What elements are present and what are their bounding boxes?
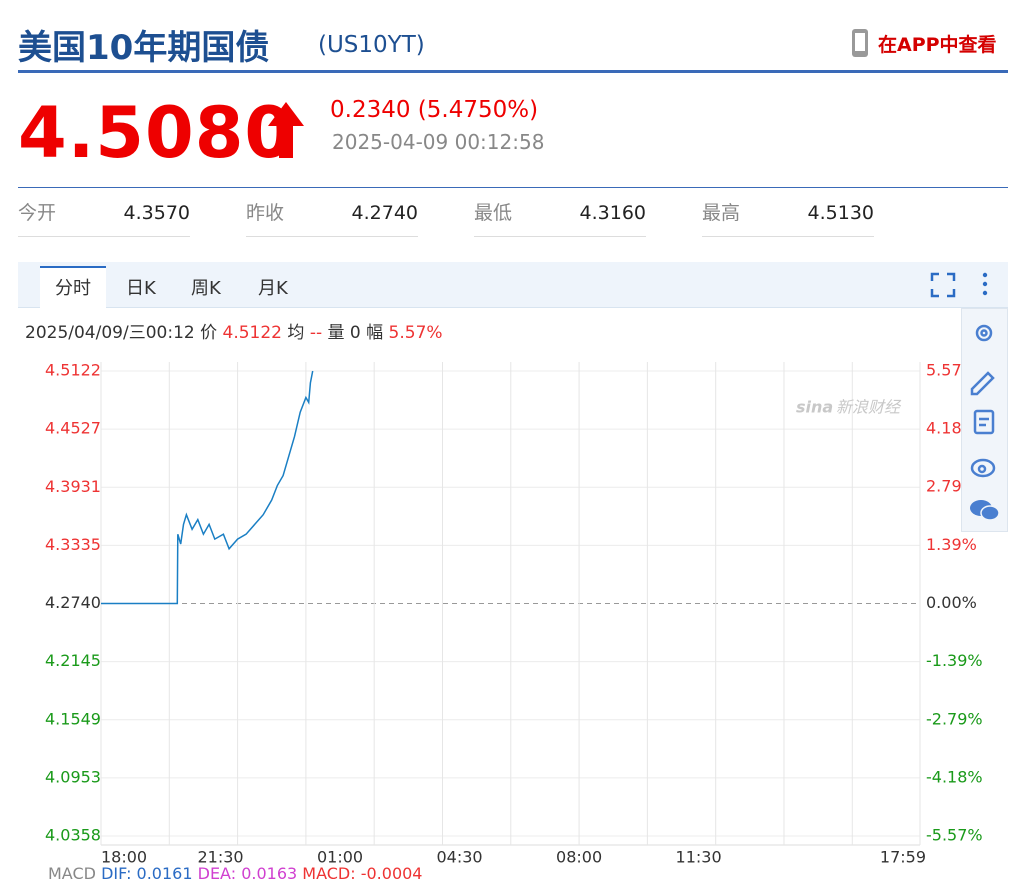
- info-price: 4.5122: [222, 323, 282, 343]
- y2-tick-label: 1.39%: [926, 535, 977, 554]
- macd-line: MACD DIF: 0.0161 DEA: 0.0163 MACD: -0.00…: [48, 864, 422, 883]
- stat: 昨收 4.2740: [246, 190, 418, 237]
- title: 美国10年期国债: [18, 28, 270, 68]
- y-tick-label: 4.0358: [45, 826, 101, 845]
- stat-value: 4.2740: [351, 202, 418, 224]
- x-tick-label: 18:00: [101, 848, 147, 867]
- x-tick-label: 11:30: [676, 848, 722, 867]
- stat-value: 4.3160: [579, 202, 646, 224]
- stat-label: 今开: [18, 202, 57, 224]
- y-tick-label: 4.0953: [45, 767, 101, 786]
- stat: 今开 4.3570: [18, 190, 190, 237]
- y2-tick-label: -2.79%: [926, 709, 983, 728]
- x-tick-label: 04:30: [437, 848, 483, 867]
- toolbar-icons[interactable]: [930, 272, 1000, 298]
- stat: 最低 4.3160: [474, 190, 646, 237]
- divider: [18, 187, 1008, 188]
- macd-dea: DEA: 0.0163: [197, 864, 298, 883]
- info-label: 价: [200, 323, 218, 343]
- y-tick-label: 4.5122: [45, 361, 101, 380]
- price: 4.5080: [18, 92, 295, 174]
- y2-tick-label: -4.18%: [926, 767, 983, 786]
- y2-tick-label: -5.57%: [926, 826, 983, 845]
- stat: 最高 4.5130: [702, 190, 874, 237]
- info-label: 量: [327, 323, 345, 343]
- stat-label: 昨收: [246, 202, 285, 224]
- tab[interactable]: 分时: [55, 278, 91, 299]
- y2-tick-label: 0.00%: [926, 593, 977, 612]
- tab[interactable]: 日K: [126, 278, 156, 299]
- tab-bar: [18, 262, 1008, 308]
- side-toolbar: [961, 308, 1008, 532]
- symbol: (US10YT): [318, 32, 425, 58]
- phone-icon: [852, 29, 868, 57]
- x-tick-label: 08:00: [556, 848, 602, 867]
- info-vol: 0: [349, 323, 361, 343]
- tab[interactable]: 月K: [258, 278, 288, 299]
- y2-tick-label: -1.39%: [926, 651, 983, 670]
- macd-dif: DIF: 0.0161: [101, 864, 193, 883]
- info-datetime: 2025/04/09/三00:12: [25, 323, 195, 343]
- watermark-logo: sina: [796, 398, 833, 417]
- info-label: 幅: [366, 323, 384, 343]
- side-icons[interactable]: [962, 309, 1007, 531]
- up-arrow: [268, 102, 304, 158]
- divider: [18, 70, 1008, 73]
- tab-active: [40, 266, 106, 310]
- x-tick-label: 17:59: [880, 848, 926, 867]
- y-tick-label: 4.2145: [45, 651, 101, 670]
- stat-value: 4.5130: [807, 202, 874, 224]
- x-tick-label: 21:30: [197, 848, 243, 867]
- macd-label: MACD: [48, 864, 96, 883]
- x-tick-label: 01:00: [317, 848, 363, 867]
- change-value: 0.2340: [330, 97, 411, 123]
- y-tick-label: 4.2740: [45, 593, 101, 612]
- change: 0.2340 (5.4750%): [330, 97, 538, 123]
- info-amp: 5.57%: [388, 323, 443, 343]
- quote-time: 2025-04-09 00:12:58: [332, 130, 545, 154]
- app-link[interactable]: 在APP中查看: [878, 34, 997, 56]
- info-avg: --: [309, 323, 323, 343]
- watermark: 新浪财经: [836, 398, 902, 417]
- info-label: 均: [287, 323, 305, 343]
- stat-label: 最低: [474, 202, 513, 224]
- change-pct: (5.4750%): [417, 97, 539, 123]
- tab[interactable]: 周K: [191, 278, 221, 299]
- price-line: [101, 370, 314, 605]
- y-tick-label: 4.1549: [45, 709, 101, 728]
- y-tick-label: 4.3335: [45, 535, 101, 554]
- y-tick-label: 4.4527: [45, 419, 101, 438]
- stat-label: 最高: [702, 202, 741, 224]
- stat-value: 4.3570: [123, 202, 190, 224]
- y-tick-label: 4.3931: [45, 477, 101, 496]
- info-line: 2025/04/09/三00:12 价 4.5122 均 -- 量 0 幅 5.…: [25, 318, 443, 343]
- macd-value: MACD: -0.0004: [302, 864, 423, 883]
